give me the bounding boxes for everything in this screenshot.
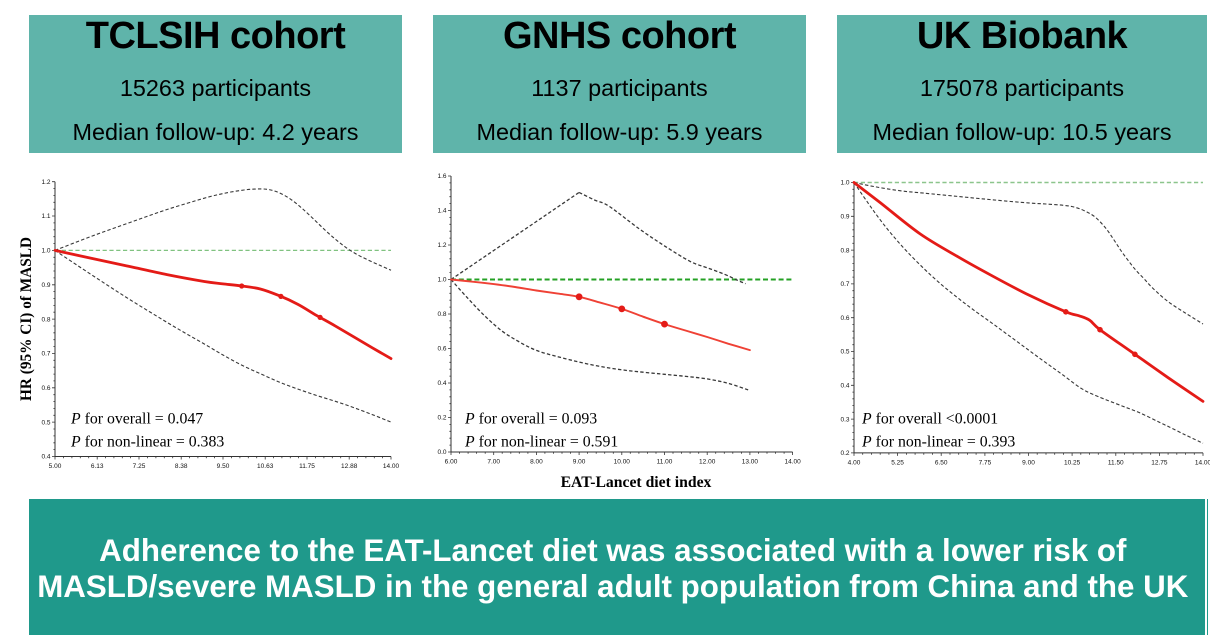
svg-text:7.75: 7.75 — [979, 459, 992, 466]
svg-text:8.00: 8.00 — [530, 459, 543, 466]
svg-text:1.0: 1.0 — [41, 248, 50, 255]
svg-text:6.50: 6.50 — [935, 459, 948, 466]
svg-text:1.2: 1.2 — [41, 179, 50, 186]
svg-text:0.0: 0.0 — [437, 449, 446, 456]
svg-text:9.00: 9.00 — [1022, 459, 1035, 466]
svg-text:6.13: 6.13 — [91, 463, 104, 470]
svg-text:0.3: 0.3 — [840, 416, 849, 423]
svg-text:0.8: 0.8 — [437, 311, 446, 318]
svg-text:1.4: 1.4 — [437, 208, 446, 215]
svg-text:10.63: 10.63 — [257, 463, 274, 470]
svg-text:14.00: 14.00 — [383, 463, 400, 470]
svg-text:P for non-linear = 0.591: P for non-linear = 0.591 — [464, 434, 618, 451]
svg-text:1.1: 1.1 — [41, 213, 50, 220]
svg-text:5.00: 5.00 — [49, 463, 62, 470]
svg-text:0.6: 0.6 — [840, 315, 849, 322]
svg-text:0.8: 0.8 — [41, 316, 50, 323]
svg-text:9.50: 9.50 — [217, 463, 230, 470]
svg-text:0.2: 0.2 — [840, 450, 849, 457]
svg-text:1.0: 1.0 — [437, 277, 446, 284]
svg-text:0.2: 0.2 — [437, 415, 446, 422]
svg-text:P for non-linear = 0.383: P for non-linear = 0.383 — [70, 434, 224, 451]
svg-text:0.8: 0.8 — [840, 247, 849, 254]
svg-text:8.38: 8.38 — [175, 463, 188, 470]
svg-text:EAT-Lancet diet index: EAT-Lancet diet index — [561, 474, 712, 491]
svg-text:1.0: 1.0 — [840, 180, 849, 187]
svg-text:0.7: 0.7 — [840, 281, 849, 288]
svg-text:0.4: 0.4 — [41, 454, 50, 461]
svg-text:0.9: 0.9 — [840, 214, 849, 221]
svg-text:0.4: 0.4 — [437, 380, 446, 387]
svg-text:10.25: 10.25 — [1064, 459, 1081, 466]
svg-text:14.00: 14.00 — [784, 459, 801, 466]
svg-text:P for overall = 0.093: P for overall = 0.093 — [464, 411, 597, 428]
svg-text:9.00: 9.00 — [573, 459, 586, 466]
svg-text:7.00: 7.00 — [487, 459, 500, 466]
svg-text:P for non-linear = 0.393: P for non-linear = 0.393 — [861, 434, 1015, 451]
svg-text:0.7: 0.7 — [41, 351, 50, 358]
svg-text:7.25: 7.25 — [133, 463, 146, 470]
svg-text:1.2: 1.2 — [437, 242, 446, 249]
svg-text:0.4: 0.4 — [840, 383, 849, 390]
svg-text:12.88: 12.88 — [341, 463, 358, 470]
svg-text:0.5: 0.5 — [41, 419, 50, 426]
svg-text:0.6: 0.6 — [437, 346, 446, 353]
svg-text:1.6: 1.6 — [437, 173, 446, 180]
svg-text:0.9: 0.9 — [41, 282, 50, 289]
svg-text:5.25: 5.25 — [891, 459, 904, 466]
svg-text:P for overall = 0.047: P for overall = 0.047 — [70, 411, 203, 428]
svg-text:14.00: 14.00 — [1195, 459, 1210, 466]
svg-text:11.75: 11.75 — [299, 463, 315, 470]
svg-text:12.75: 12.75 — [1151, 459, 1168, 466]
svg-text:11.50: 11.50 — [1108, 459, 1124, 466]
svg-text:13.00: 13.00 — [742, 459, 759, 466]
svg-text:10.00: 10.00 — [614, 459, 631, 466]
svg-text:0.5: 0.5 — [840, 349, 849, 356]
svg-text:0.6: 0.6 — [41, 385, 50, 392]
svg-text:HR (95% CI) of MASLD: HR (95% CI) of MASLD — [18, 237, 35, 401]
svg-text:12.00: 12.00 — [699, 459, 716, 466]
svg-text:4.00: 4.00 — [848, 459, 861, 466]
svg-text:11.00: 11.00 — [657, 459, 673, 466]
svg-text:6.00: 6.00 — [445, 459, 458, 466]
svg-text:P for overall <0.0001: P for overall <0.0001 — [861, 411, 998, 428]
